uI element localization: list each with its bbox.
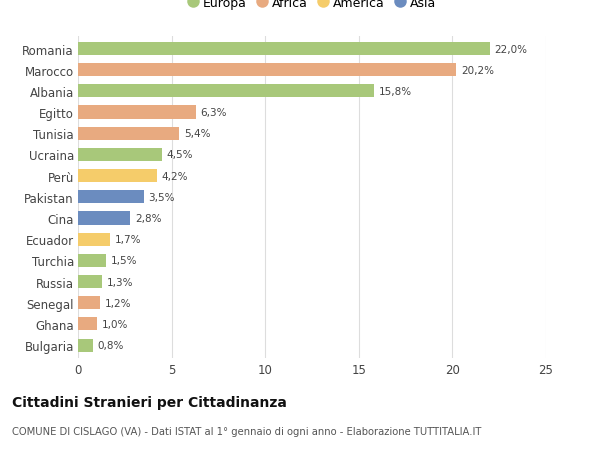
Text: 6,3%: 6,3%: [200, 108, 227, 118]
Text: 22,0%: 22,0%: [494, 45, 527, 55]
Bar: [78, 149, 162, 162]
Bar: [78, 212, 130, 225]
Text: 3,5%: 3,5%: [148, 192, 175, 202]
Text: 15,8%: 15,8%: [379, 87, 412, 97]
Bar: [78, 318, 97, 331]
Text: 5,4%: 5,4%: [184, 129, 210, 139]
Bar: [78, 106, 196, 119]
Bar: [78, 128, 179, 140]
Text: Cittadini Stranieri per Cittadinanza: Cittadini Stranieri per Cittadinanza: [12, 395, 287, 409]
Text: 4,5%: 4,5%: [167, 150, 193, 160]
Bar: [78, 191, 143, 204]
Bar: [78, 233, 110, 246]
Bar: [78, 85, 374, 98]
Text: 0,8%: 0,8%: [98, 340, 124, 350]
Text: 20,2%: 20,2%: [461, 66, 494, 76]
Text: 4,2%: 4,2%: [161, 171, 188, 181]
Bar: [78, 43, 490, 56]
Text: 1,3%: 1,3%: [107, 277, 134, 287]
Text: COMUNE DI CISLAGO (VA) - Dati ISTAT al 1° gennaio di ogni anno - Elaborazione TU: COMUNE DI CISLAGO (VA) - Dati ISTAT al 1…: [12, 426, 481, 436]
Text: 1,5%: 1,5%: [111, 256, 137, 266]
Bar: [78, 275, 103, 288]
Bar: [78, 254, 106, 267]
Bar: [78, 170, 157, 183]
Bar: [78, 297, 100, 310]
Bar: [78, 64, 456, 77]
Text: 2,8%: 2,8%: [135, 213, 161, 224]
Text: 1,0%: 1,0%: [101, 319, 128, 329]
Legend: Europa, Africa, America, Asia: Europa, Africa, America, Asia: [183, 0, 441, 15]
Text: 1,7%: 1,7%: [115, 235, 141, 245]
Bar: [78, 339, 93, 352]
Text: 1,2%: 1,2%: [105, 298, 131, 308]
